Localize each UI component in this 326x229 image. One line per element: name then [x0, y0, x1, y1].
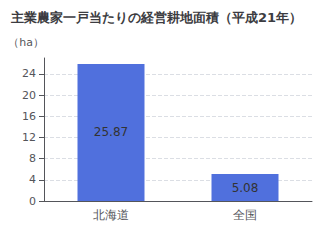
svg-text:25.87: 25.87 [94, 125, 128, 139]
svg-text:北海道: 北海道 [93, 208, 129, 222]
svg-text:4: 4 [29, 173, 36, 186]
svg-text:全国: 全国 [233, 208, 257, 222]
svg-text:5.08: 5.08 [232, 181, 259, 195]
svg-text:（ha）: （ha） [8, 36, 44, 49]
svg-text:主業農家一戸当たりの経営耕地面積（平成21年）: 主業農家一戸当たりの経営耕地面積（平成21年） [10, 10, 302, 25]
svg-text:24: 24 [22, 67, 36, 80]
svg-text:12: 12 [22, 131, 36, 144]
svg-text:20: 20 [22, 89, 36, 102]
svg-text:16: 16 [22, 110, 36, 123]
svg-text:0: 0 [29, 195, 36, 208]
svg-text:8: 8 [29, 152, 36, 165]
